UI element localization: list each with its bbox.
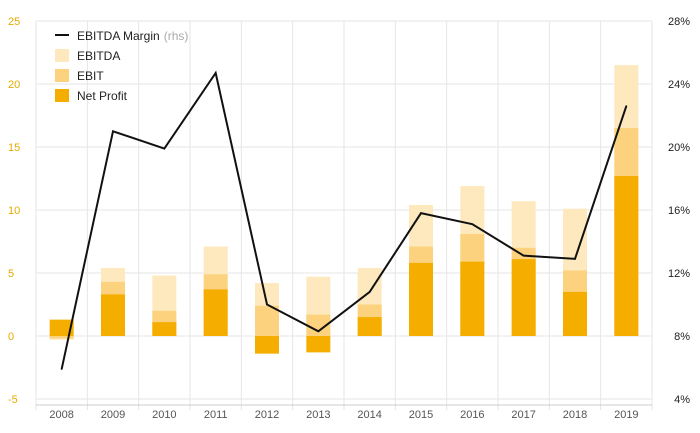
x-tick-label: 2019 [614, 409, 638, 421]
line-point-ebitda-margin [471, 223, 474, 225]
y-left-tick-label: 25 [8, 16, 20, 28]
y-right-tick-label: 24% [668, 79, 690, 91]
bar-net-profit [409, 262, 433, 336]
bar-net-profit [460, 261, 485, 336]
line-ebitda-margin [60, 70, 628, 370]
bar-net-profit [614, 175, 639, 336]
y-right-tick-label: 12% [668, 268, 690, 280]
legend-label-net-profit: Net Profit [77, 89, 128, 103]
bar-ebit [49, 336, 74, 339]
bar-net-profit [306, 336, 331, 353]
line-point-ebitda-margin [60, 368, 63, 370]
y-left-tick-label: -5 [8, 394, 18, 406]
axes: -5 0 5 10 15 20 25 4% 8% 12% 16% 20% 24% 28% 2008 2009 2… [8, 16, 690, 421]
x-tick-label: 2015 [409, 409, 433, 421]
line-point-ebitda-margin [266, 303, 268, 306]
bar-ebit [306, 314, 331, 336]
x-tick-label: 2008 [49, 409, 73, 421]
bar-net-profit [563, 291, 587, 336]
legend-item-ebitda-margin: EBITDA Margin (rhs) [77, 29, 188, 43]
x-tick-label: 2009 [101, 409, 125, 421]
legend-swatch-ebit [55, 69, 69, 82]
y-right-tick-label: 16% [668, 205, 690, 217]
x-tick-label: 2018 [563, 409, 587, 421]
line-point-ebitda-margin [522, 254, 525, 257]
bar-net-profit [511, 259, 536, 336]
line-point-ebitda-margin [163, 147, 166, 150]
bar-ebit [255, 305, 279, 336]
y-left-tick-label: 0 [8, 331, 14, 343]
bar-net-profit [49, 319, 74, 336]
x-tick-label: 2013 [306, 409, 330, 421]
legend-label-ebitda: EBITDA [77, 49, 120, 63]
y-right-tick-label: 4% [674, 394, 690, 406]
line-point-ebitda-margin [214, 72, 217, 74]
y-right-tick-label: 8% [674, 331, 690, 343]
y-left-tick-label: 5 [8, 268, 14, 280]
bar-net-profit [152, 322, 177, 336]
bar-net-profit [101, 294, 125, 336]
y-left-tick-label: 10 [8, 205, 20, 217]
line-point-ebitda-margin [368, 291, 371, 293]
y-left-tick-label: 15 [8, 142, 20, 154]
line-point-ebitda-margin [317, 330, 320, 333]
margin-line [60, 70, 628, 370]
legend: EBITDA Margin (rhs) EBITDA EBIT Net Profi… [55, 29, 188, 103]
x-tick-label: 2011 [204, 409, 228, 421]
x-tick-label: 2017 [511, 409, 535, 421]
bar-net-profit [203, 289, 228, 336]
bar-net-profit [357, 317, 382, 336]
x-tick-label: 2014 [357, 409, 381, 421]
line-point-ebitda-margin [574, 258, 576, 260]
grid [35, 20, 653, 410]
x-tick-label: 2010 [152, 409, 176, 421]
legend-label-ebitda-margin: EBITDA Margin [77, 29, 160, 43]
y-left-tick-label: 20 [8, 79, 20, 91]
bars [49, 65, 639, 354]
legend-swatch-ebitda [55, 49, 69, 62]
bar-net-profit [255, 336, 279, 354]
legend-swatch-net-profit [55, 89, 69, 102]
legend-label-ebit: EBIT [77, 69, 104, 83]
y-right-tick-label: 20% [668, 142, 690, 154]
x-tick-label: 2012 [255, 409, 279, 421]
line-point-ebitda-margin [420, 212, 422, 214]
y-right-tick-label: 28% [668, 16, 690, 28]
line-point-ebitda-margin [112, 130, 114, 133]
x-tick-label: 2016 [460, 409, 484, 421]
legend-suffix-rhs: (rhs) [164, 29, 189, 43]
line-point-ebitda-margin [625, 105, 628, 107]
